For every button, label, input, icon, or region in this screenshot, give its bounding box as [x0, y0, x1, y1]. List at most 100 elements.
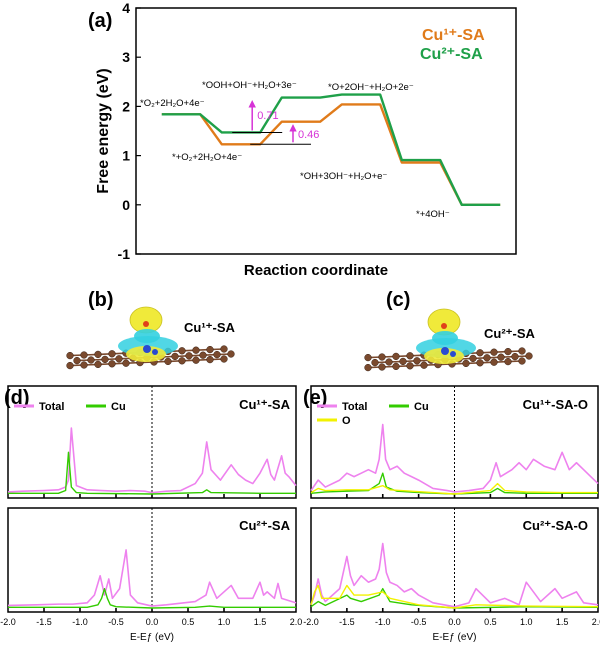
dos-panel-e-bottom: Cu²⁺-SA-O -2.0 -1.5 -1.0 -0.5 0.0 0.5 1.0 1.5 2.0…	[303, 507, 600, 643]
legend-label-total: Total	[342, 401, 367, 413]
carbon-atoms	[364, 347, 533, 372]
state-label-oh: *OH+3OH⁻+H₂O+e⁻	[300, 171, 387, 182]
state-labels: *O₂+2H₂O+4e⁻ *+O₂+2H₂O+4e⁻ *OOH+OH⁻+H₂O+…	[140, 80, 450, 220]
carbon-atom	[518, 357, 526, 365]
dos-line-o	[310, 482, 598, 495]
dos-panel-label: Cu²⁺-SA	[239, 518, 291, 533]
carbon-atom	[392, 352, 400, 361]
oxygen-atom	[441, 323, 447, 329]
x-tick-label: 0.5	[182, 617, 195, 627]
panel-a-label: (a)	[88, 10, 112, 32]
carbon-atom	[525, 352, 533, 360]
x-axis-label: E-Eƒ (eV)	[433, 632, 477, 643]
carbon-atoms	[66, 345, 235, 370]
nitrogen-atom	[152, 349, 158, 355]
carbon-atom	[178, 357, 186, 365]
carbon-atom	[413, 357, 421, 365]
dos-panel-label: Cu¹⁺-SA-O	[523, 397, 588, 412]
dos-panels: Cu¹⁺-SA Total Cu Cu²⁺-SA -2.0 -1.5 -1.0 -0.5 0.0…	[0, 385, 600, 643]
legend-label-cu: Cu	[111, 401, 126, 413]
x-axis-label: E-Eƒ (eV)	[130, 632, 174, 643]
x-tick-label: -1.5	[36, 617, 52, 627]
carbon-atom	[206, 345, 214, 354]
y-tick-label: 2	[122, 98, 130, 114]
nitrogen-atom	[450, 351, 456, 357]
dos-line-cu	[310, 472, 598, 495]
free-energy-chart: -1 0 1 2 3 4 Free energy (eV) Reaction coordi…	[95, 0, 517, 279]
panel-d-label: (d)	[4, 387, 30, 409]
carbon-atom	[490, 358, 498, 366]
x-tick-label: 1.5	[254, 617, 267, 627]
legend-label-total: Total	[39, 401, 64, 413]
legend-cu2-sa: Cu²⁺-SA	[420, 46, 483, 63]
dos-line-o	[310, 584, 599, 609]
dos-line-cu	[8, 587, 296, 609]
x-tick-label: -1.0	[72, 617, 88, 627]
dos-line-total	[310, 542, 599, 608]
x-tick-label: 1.5	[556, 617, 569, 627]
carbon-atom	[518, 347, 526, 355]
carbon-atom	[420, 361, 428, 369]
x-tick-label: -1.0	[375, 617, 391, 627]
dos-panel-label: Cu²⁺-SA-O	[523, 518, 588, 533]
y-axis-ticks: -1 0 1 2 3 4	[118, 0, 141, 262]
dos-panel-d-bottom: Cu²⁺-SA -2.0 -1.5 -1.0 -0.5 0.0 0.5 1.0 1.5 2.0 E-…	[0, 507, 303, 643]
x-tick-label: 1.0	[218, 617, 231, 627]
carbon-atom	[171, 352, 179, 361]
panel-e-label: (e)	[303, 387, 327, 409]
carbon-atom	[399, 357, 407, 366]
x-tick-label: -0.5	[411, 617, 427, 627]
carbon-atom	[504, 357, 512, 366]
carbon-atom	[406, 362, 414, 370]
dos-panel-d-top: Cu¹⁺-SA Total Cu	[7, 385, 297, 499]
dos-legend: Total Cu	[14, 401, 126, 413]
barrier-value-cu2: 0.71	[257, 110, 278, 122]
dos-line-cu	[8, 451, 296, 495]
carbon-atom	[504, 347, 512, 356]
plot-frame-a	[135, 7, 517, 255]
x-tick-label: -1.5	[339, 617, 355, 627]
carbon-atom	[192, 346, 200, 354]
carbon-atom	[364, 363, 372, 372]
x-axis-label: Reaction coordinate	[244, 262, 388, 279]
carbon-atom	[199, 351, 207, 359]
carbon-atom	[101, 355, 109, 364]
carbon-atom	[213, 350, 221, 359]
carbon-atom	[392, 362, 400, 371]
y-tick-label: 1	[122, 148, 130, 164]
x-tick-label: 0.5	[484, 617, 497, 627]
carbon-atom	[185, 352, 193, 360]
carbon-atom	[164, 357, 172, 366]
oxygen-atom	[143, 321, 149, 327]
carbon-atom	[66, 351, 74, 360]
x-tick-label: -2.0	[303, 617, 319, 627]
legend-label-cu: Cu	[414, 401, 429, 413]
carbon-atom	[378, 363, 386, 371]
x-tick-label: 2.0	[290, 617, 303, 627]
carbon-atom	[80, 351, 88, 359]
state-label-free-site: *+O₂+2H₂O+4e⁻	[172, 152, 242, 163]
y-axis-label: Free energy (eV)	[95, 68, 112, 193]
legend-cu1-sa: Cu¹⁺-SA	[422, 27, 485, 44]
x-tick-label: -2.0	[0, 617, 16, 627]
carbon-atom	[87, 356, 95, 364]
x-tick-label: 0.0	[146, 617, 159, 627]
carbon-atom	[122, 359, 130, 367]
structure-b-label: Cu¹⁺-SA	[184, 320, 236, 335]
carbon-atom	[94, 350, 102, 359]
y-tick-label: -1	[118, 246, 131, 262]
charge-depletion-lobe	[432, 331, 458, 345]
y-tick-label: 4	[122, 0, 130, 16]
cu1-sa-structure	[66, 306, 235, 370]
state-label-o2: *O₂+2H₂O+4e⁻	[140, 98, 205, 109]
carbon-atom	[476, 359, 484, 367]
state-label-o: *O+2OH⁻+H₂O+2e⁻	[328, 82, 414, 93]
dos-line-total	[7, 549, 297, 607]
y-tick-label: 3	[122, 49, 130, 65]
dos-panel-e-top: Cu¹⁺-SA-O Total Cu O	[310, 385, 599, 499]
carbon-atom	[364, 353, 372, 362]
carbon-atom	[462, 359, 470, 368]
carbon-atom	[497, 353, 505, 361]
